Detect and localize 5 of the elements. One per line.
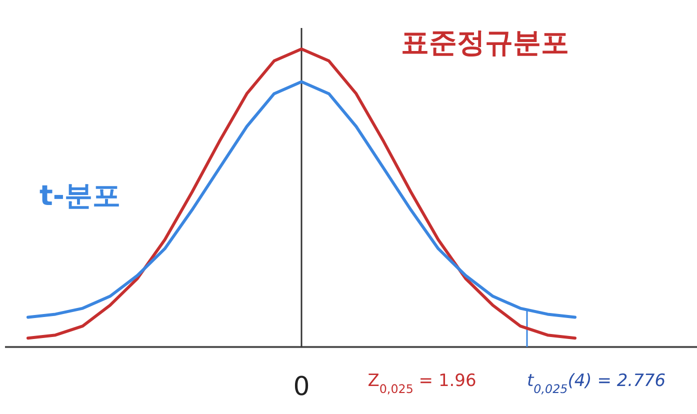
text: Z$_{0,025}$ = 1.96	[368, 371, 476, 396]
text: t-분포	[39, 179, 121, 212]
text: 0	[293, 372, 310, 402]
text: 표준정규분포	[401, 26, 569, 59]
text: t$_{0,025}$(4) = 2.776	[527, 371, 666, 396]
